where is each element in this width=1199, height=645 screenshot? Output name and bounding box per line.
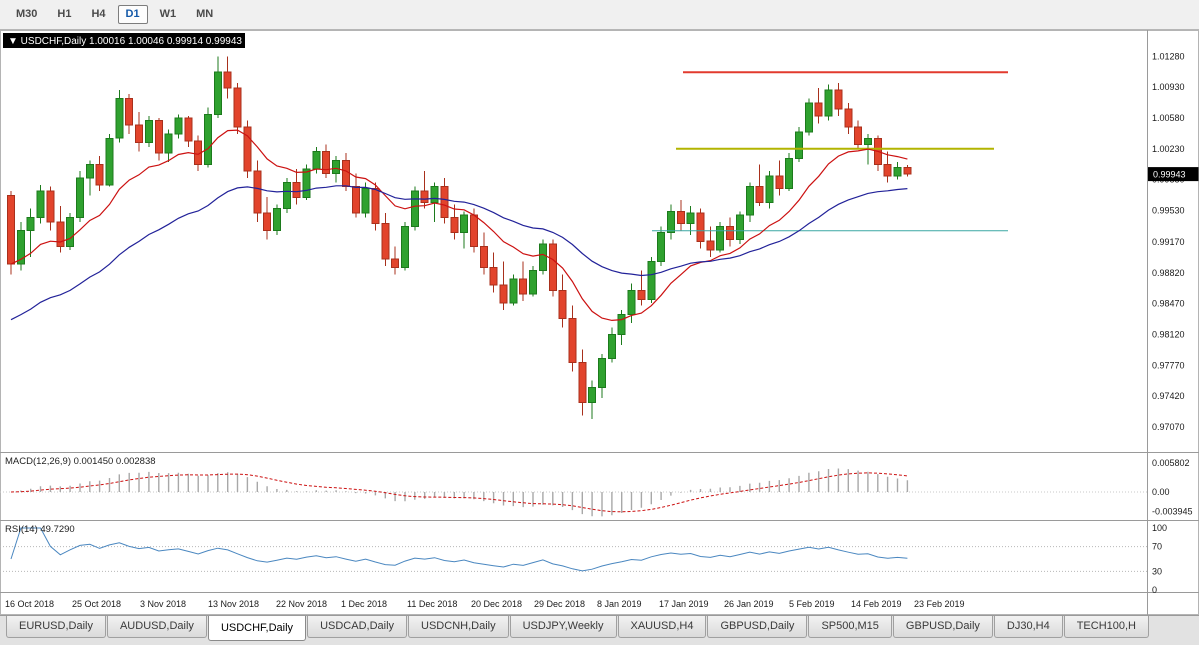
ma-fast-line: [10, 129, 908, 322]
svg-text:13 Nov 2018: 13 Nov 2018: [208, 599, 259, 609]
tab-audusd-daily[interactable]: AUDUSD,Daily: [106, 616, 207, 638]
svg-text:100: 100: [1152, 523, 1167, 533]
timeframe-mn-button[interactable]: MN: [188, 5, 221, 24]
tab-gbpusd-daily[interactable]: GBPUSD,Daily: [707, 616, 808, 638]
svg-text:0.99530: 0.99530: [1152, 205, 1185, 215]
macd-label: MACD(12,26,9) 0.001450 0.002838: [5, 456, 156, 467]
macd-signal-line: [10, 472, 908, 513]
svg-text:1 Dec 2018: 1 Dec 2018: [341, 599, 387, 609]
svg-text:0.99170: 0.99170: [1152, 237, 1185, 247]
tab-sp500-m15[interactable]: SP500,M15: [808, 616, 892, 638]
date-axis[interactable]: 16 Oct 2018 25 Oct 2018 3 Nov 2018 13 Nov 2…: [5, 599, 965, 609]
timeframe-d1-button[interactable]: D1: [117, 5, 148, 24]
svg-text:3 Nov 2018: 3 Nov 2018: [140, 599, 186, 609]
svg-text:20 Dec 2018: 20 Dec 2018: [471, 599, 522, 609]
pane-separators: [0, 30, 1199, 615]
svg-text:29 Dec 2018: 29 Dec 2018: [534, 599, 585, 609]
svg-text:0.98820: 0.98820: [1152, 268, 1185, 278]
svg-text:70: 70: [1152, 542, 1162, 552]
current-price-badge: 0.99943: [1148, 167, 1199, 182]
rsi-pane: 100 70 30 0 RSI(14) 49.7290: [0, 523, 1167, 595]
timeframe-w1-button[interactable]: W1: [152, 5, 185, 24]
svg-text:16 Oct 2018: 16 Oct 2018: [5, 599, 54, 609]
svg-text:0.97420: 0.97420: [1152, 391, 1185, 401]
tab-eurusd-daily[interactable]: EURUSD,Daily: [6, 616, 106, 638]
ma-slow-line: [10, 185, 908, 321]
rsi-label: RSI(14) 49.7290: [5, 524, 75, 535]
svg-text:25 Oct 2018: 25 Oct 2018: [72, 599, 121, 609]
tab-tech100-h1[interactable]: TECH100,H: [1063, 616, 1149, 638]
ohlc-readout: ▼ USDCHF,Daily 1.00016 1.00046 0.99914 0…: [8, 36, 242, 47]
svg-text:1.00930: 1.00930: [1152, 82, 1185, 92]
tab-gbpusd-daily-2[interactable]: GBPUSD,Daily: [892, 616, 993, 638]
svg-text:26 Jan 2019: 26 Jan 2019: [724, 599, 774, 609]
svg-text:17 Jan 2019: 17 Jan 2019: [659, 599, 709, 609]
macd-histogram: [20, 468, 909, 517]
timeframe-m30-button[interactable]: M30: [8, 5, 45, 24]
svg-text:0.99943: 0.99943: [1153, 170, 1186, 180]
svg-text:0.98470: 0.98470: [1152, 299, 1185, 309]
chart-info: ▼ USDCHF,Daily 1.00016 1.00046 0.99914 0…: [3, 33, 245, 48]
svg-text:0: 0: [1152, 585, 1157, 595]
svg-text:23 Feb 2019: 23 Feb 2019: [914, 599, 965, 609]
svg-text:5 Feb 2019: 5 Feb 2019: [789, 599, 835, 609]
svg-text:30: 30: [1152, 566, 1162, 576]
tab-usdcad-daily[interactable]: USDCAD,Daily: [307, 616, 408, 638]
tab-xauusd-h4[interactable]: XAUUSD,H4: [617, 616, 707, 638]
svg-text:0.97070: 0.97070: [1152, 422, 1185, 432]
tab-usdchf-daily[interactable]: USDCHF,Daily: [207, 616, 307, 641]
tab-dj30-h4[interactable]: DJ30,H4: [993, 616, 1063, 638]
svg-text:0.98120: 0.98120: [1152, 330, 1185, 340]
svg-text:22 Nov 2018: 22 Nov 2018: [276, 599, 327, 609]
chart-frame: [0, 30, 1199, 615]
chart-window: 1.012801.009301.005801.002300.998800.995…: [0, 30, 1199, 615]
macd-pane: 0.005802 0.00 -0.003945 MACD(12,26,9) 0.001…: [0, 456, 1193, 517]
rsi-line: [10, 527, 908, 572]
svg-text:0.00: 0.00: [1152, 487, 1170, 497]
svg-text:1.01280: 1.01280: [1152, 51, 1185, 61]
tab-usdcnh-daily[interactable]: USDCNH,Daily: [408, 616, 509, 638]
svg-text:11 Dec 2018: 11 Dec 2018: [407, 599, 457, 609]
svg-text:0.005802: 0.005802: [1152, 458, 1190, 468]
timeframe-toolbar: M30 H1 H4 D1 W1 MN: [0, 0, 1199, 30]
timeframe-h4-button[interactable]: H4: [83, 5, 113, 24]
svg-text:8 Jan 2019: 8 Jan 2019: [597, 599, 642, 609]
svg-text:-0.003945: -0.003945: [1152, 507, 1193, 517]
svg-text:1.00580: 1.00580: [1152, 113, 1185, 123]
price-chart[interactable]: 1.012801.009301.005801.002300.998800.995…: [0, 30, 1199, 615]
timeframe-h1-button[interactable]: H1: [49, 5, 79, 24]
candles-layer: [7, 56, 912, 419]
chart-tabs-bar: EURUSD,Daily AUDUSD,Daily USDCHF,Daily U…: [0, 615, 1199, 645]
svg-text:1.00230: 1.00230: [1152, 144, 1185, 154]
svg-text:0.97770: 0.97770: [1152, 360, 1185, 370]
svg-text:14 Feb 2019: 14 Feb 2019: [851, 599, 902, 609]
tab-usdjpy-weekly[interactable]: USDJPY,Weekly: [509, 616, 617, 638]
